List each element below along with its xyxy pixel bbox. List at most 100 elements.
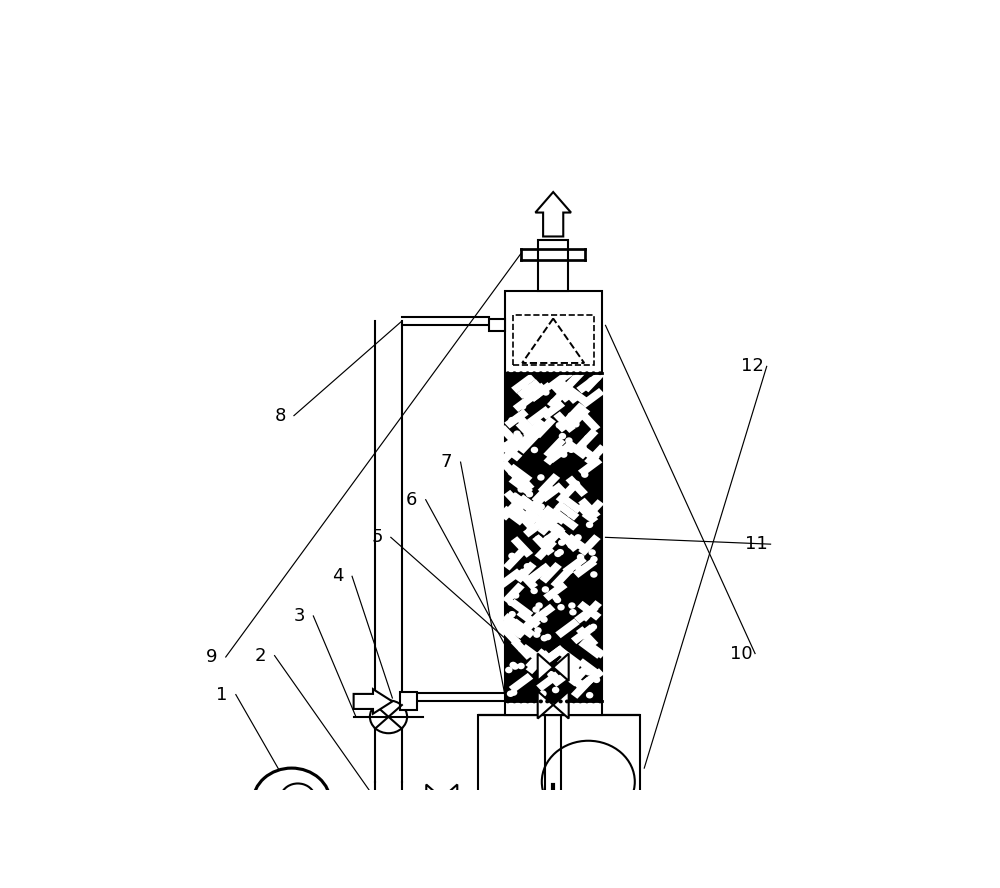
Circle shape xyxy=(539,371,543,375)
Circle shape xyxy=(505,667,513,673)
Polygon shape xyxy=(442,784,457,812)
Bar xyxy=(580,388,605,408)
Bar xyxy=(534,416,556,438)
Circle shape xyxy=(542,741,635,823)
Bar xyxy=(510,492,535,512)
Circle shape xyxy=(585,371,589,375)
Bar xyxy=(546,522,571,543)
Circle shape xyxy=(567,412,575,419)
Circle shape xyxy=(534,535,542,542)
Bar xyxy=(573,559,597,578)
Bar xyxy=(530,488,553,509)
Circle shape xyxy=(507,691,514,697)
Bar xyxy=(576,503,598,524)
Bar xyxy=(516,421,538,442)
Bar xyxy=(539,562,562,583)
Circle shape xyxy=(552,700,556,703)
Circle shape xyxy=(513,431,521,437)
Circle shape xyxy=(545,700,550,703)
Polygon shape xyxy=(679,815,710,829)
Bar xyxy=(516,568,538,590)
Bar xyxy=(548,369,573,390)
Bar xyxy=(499,624,521,646)
Circle shape xyxy=(573,662,580,669)
Bar xyxy=(576,374,601,393)
Circle shape xyxy=(512,592,519,599)
Circle shape xyxy=(526,390,534,396)
Bar xyxy=(526,653,548,674)
Text: 12: 12 xyxy=(741,357,764,376)
Text: 7: 7 xyxy=(441,453,452,472)
Bar xyxy=(504,408,529,429)
Circle shape xyxy=(586,521,593,528)
Circle shape xyxy=(572,371,576,375)
Circle shape xyxy=(565,371,569,375)
Bar xyxy=(527,406,551,426)
Bar xyxy=(498,425,521,447)
Text: 6: 6 xyxy=(406,491,417,509)
Polygon shape xyxy=(538,854,553,881)
Circle shape xyxy=(586,692,593,699)
Circle shape xyxy=(517,502,525,508)
Circle shape xyxy=(560,451,567,458)
Bar xyxy=(553,411,576,433)
Bar xyxy=(505,291,602,715)
Bar xyxy=(565,385,590,406)
Circle shape xyxy=(506,371,510,375)
Polygon shape xyxy=(679,829,710,843)
Bar xyxy=(584,444,607,466)
Circle shape xyxy=(528,518,536,525)
Bar xyxy=(556,482,578,504)
Circle shape xyxy=(540,566,548,572)
Circle shape xyxy=(533,631,541,638)
Circle shape xyxy=(539,700,543,703)
Circle shape xyxy=(518,646,525,653)
Circle shape xyxy=(519,371,523,375)
Bar xyxy=(478,715,640,848)
Circle shape xyxy=(544,634,551,640)
Bar xyxy=(577,601,602,621)
Bar xyxy=(566,534,590,553)
Bar xyxy=(506,435,531,455)
Bar xyxy=(514,617,536,638)
Text: 4: 4 xyxy=(332,567,344,585)
Bar xyxy=(541,400,565,420)
Bar xyxy=(509,492,533,512)
Circle shape xyxy=(552,517,560,523)
Circle shape xyxy=(517,486,525,493)
Circle shape xyxy=(575,565,583,571)
Bar xyxy=(543,444,566,465)
Bar xyxy=(576,626,598,647)
Circle shape xyxy=(537,503,545,510)
Bar xyxy=(523,508,548,527)
Circle shape xyxy=(554,551,562,557)
Bar xyxy=(543,526,566,547)
Polygon shape xyxy=(553,691,569,718)
Circle shape xyxy=(590,556,598,562)
Circle shape xyxy=(567,511,574,518)
Circle shape xyxy=(541,635,548,641)
Bar xyxy=(511,504,533,526)
Circle shape xyxy=(519,700,523,703)
Circle shape xyxy=(593,677,600,683)
Bar xyxy=(564,440,588,459)
Circle shape xyxy=(533,432,540,439)
Bar xyxy=(523,518,547,537)
Bar xyxy=(400,692,417,710)
FancyArrow shape xyxy=(354,689,392,714)
Circle shape xyxy=(541,653,548,659)
Bar xyxy=(554,511,579,531)
Circle shape xyxy=(552,594,560,601)
Circle shape xyxy=(517,662,525,670)
Circle shape xyxy=(524,563,531,569)
Bar xyxy=(509,476,533,496)
Bar xyxy=(558,380,580,402)
Bar xyxy=(540,482,564,502)
Polygon shape xyxy=(426,784,442,812)
Bar xyxy=(532,482,554,504)
Bar xyxy=(563,402,586,424)
Bar xyxy=(556,413,581,432)
Text: 2: 2 xyxy=(255,646,266,664)
Bar xyxy=(565,367,588,388)
Circle shape xyxy=(590,623,597,630)
